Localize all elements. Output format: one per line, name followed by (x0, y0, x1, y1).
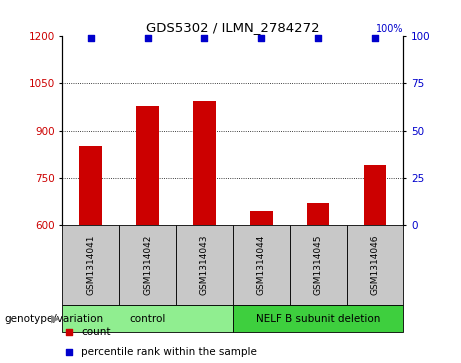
Bar (364, 165, 386, 225)
Bar (193, 101, 216, 225)
Bar (250, 211, 272, 225)
Bar (347, 225, 403, 305)
Point (144, 35, 151, 41)
Title: GDS5302 / ILMN_2784272: GDS5302 / ILMN_2784272 (146, 21, 319, 34)
Text: GSM1314045: GSM1314045 (313, 235, 323, 295)
Bar (233, 305, 403, 332)
Text: control: control (130, 314, 165, 323)
Bar (79, 146, 102, 225)
Point (65, 329, 73, 335)
Text: GSM1314041: GSM1314041 (86, 235, 95, 295)
Bar (62, 305, 233, 332)
Point (65, 349, 73, 355)
Bar (62, 225, 119, 305)
Text: percentile rank within the sample: percentile rank within the sample (81, 347, 257, 357)
Bar (233, 225, 290, 305)
Text: GSM1314043: GSM1314043 (200, 235, 209, 295)
Text: GSM1314046: GSM1314046 (371, 235, 379, 295)
Text: count: count (81, 327, 111, 337)
Text: GSM1314042: GSM1314042 (143, 235, 152, 295)
Bar (176, 225, 233, 305)
Bar (290, 225, 347, 305)
Bar (136, 106, 159, 225)
Text: GSM1314044: GSM1314044 (257, 235, 266, 295)
Point (314, 35, 322, 41)
Text: NELF B subunit deletion: NELF B subunit deletion (256, 314, 380, 323)
Text: ▶: ▶ (52, 314, 60, 323)
Point (371, 35, 378, 41)
Text: 100%: 100% (376, 24, 403, 34)
Point (258, 35, 265, 41)
Bar (119, 225, 176, 305)
Point (87, 35, 95, 41)
Text: genotype/variation: genotype/variation (5, 314, 104, 323)
Bar (307, 203, 330, 225)
Point (201, 35, 208, 41)
